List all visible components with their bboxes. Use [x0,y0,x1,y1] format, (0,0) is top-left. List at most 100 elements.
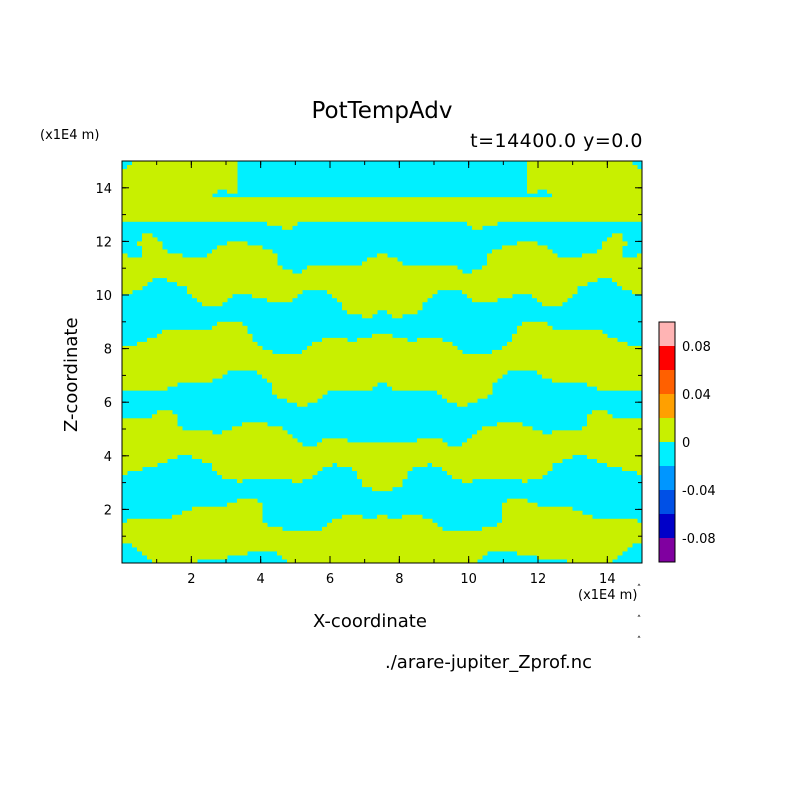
positive-region [137,546,628,552]
positive-region [287,398,318,403]
positive-region [122,466,143,472]
positive-region [632,289,643,295]
positive-region [122,426,183,431]
positive-region [232,426,283,431]
positive-region [442,394,488,399]
positive-region [122,265,283,271]
corner-mark: ˄ [637,615,642,625]
positive-region [222,474,313,480]
positive-region [187,289,303,295]
positive-region [597,386,643,391]
positive-region [122,169,238,174]
positive-region [262,374,503,379]
colorbar-tick-label: 0.04 [682,388,711,403]
positive-region [302,269,463,275]
positive-region [522,321,548,327]
positive-region [212,249,273,254]
positive-region [137,241,163,246]
positive-region [212,466,323,472]
positive-region [122,353,643,359]
positive-region [122,261,278,267]
positive-region [147,337,253,343]
chart-title: PotTempAdv [311,98,453,124]
positive-region [487,261,643,267]
y-axis: 2 4 6 8 10 12 14 [95,160,642,537]
positive-region [122,526,283,532]
positive-region [122,522,268,528]
positive-region [142,253,183,258]
positive-region [212,325,248,331]
positive-region [167,277,598,283]
positive-region [217,321,243,327]
positive-region [127,518,263,524]
positive-region [502,506,573,512]
positive-region [122,357,643,363]
positive-region [142,249,168,254]
positive-region [612,233,623,238]
positive-region [392,313,403,319]
y-tick-label: 2 [104,503,112,518]
positive-region [527,189,538,194]
positive-region [122,382,178,387]
colorbar-swatch [659,418,675,442]
positive-region [467,438,643,443]
positive-region [607,462,643,468]
positive-region [287,558,478,564]
positive-region [292,478,303,484]
positive-region [122,442,303,447]
positive-region [392,386,493,391]
positive-region [122,362,643,367]
positive-region [587,422,643,427]
source-file: ./arare-jupiter_Zprof.nc [385,652,593,673]
positive-region [547,189,643,194]
positive-region [567,558,613,564]
positive-region [447,470,548,476]
positive-region [172,514,263,520]
positive-region [152,558,198,564]
positive-region [322,526,443,532]
positive-region [122,386,168,391]
positive-region [217,470,318,476]
positive-region [342,514,363,520]
colorbar-swatch [659,394,675,418]
positive-region [282,554,483,560]
positive-region [622,466,643,472]
x-tick-label: 6 [326,572,334,587]
positive-region [517,329,603,335]
positive-region [267,221,298,226]
positive-region [352,466,413,472]
positive-region [142,233,153,238]
x-tick-label: 10 [460,572,477,587]
positive-region [357,470,408,476]
positive-region [472,225,483,230]
positive-region [122,422,178,427]
positive-region [147,554,228,560]
y-axis-unit: (x1E4 m) [40,128,100,143]
positive-region [122,462,158,468]
colorbar-swatch [659,442,675,466]
positive-region [202,458,563,463]
positive-region [222,430,288,435]
positive-region [372,486,393,492]
positive-region [312,341,453,347]
positive-region [122,458,168,463]
y-tick-label: 12 [95,235,112,250]
y-tick-label: 6 [104,396,112,411]
positive-region [527,173,643,178]
y-tick-label: 8 [104,343,112,358]
positive-region [357,474,408,480]
positive-region [542,301,563,307]
positive-region [252,293,298,299]
colorbar-swatch [659,370,675,394]
positive-region [367,257,398,262]
positive-region [302,349,463,355]
positive-region [142,550,248,556]
positive-region [122,197,643,202]
positive-region [122,193,213,198]
positive-region [602,241,628,246]
positive-region [122,418,178,423]
positive-region [527,181,643,186]
corner-mark: ˄ [637,584,642,594]
positive-region [417,337,443,343]
positive-region [162,329,248,335]
